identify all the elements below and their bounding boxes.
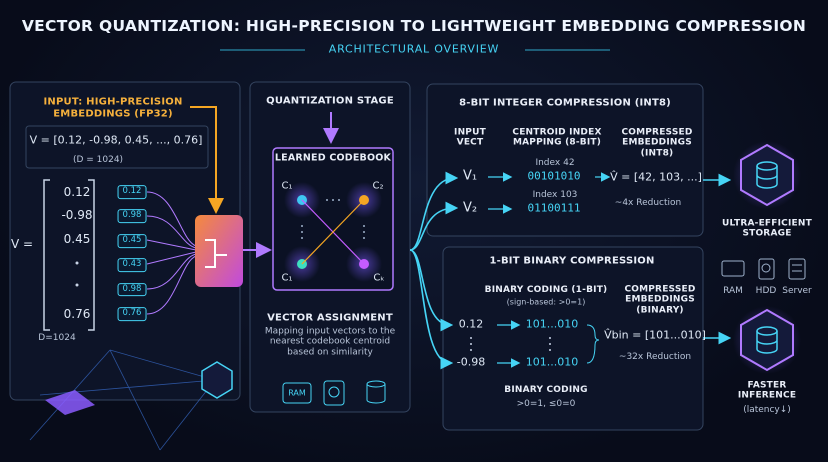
value-chip: 0.98	[117, 282, 147, 297]
int8-col: CENTROID INDEX MAPPING (8-BIT)	[512, 127, 602, 148]
centroid-label: C₂	[372, 180, 384, 192]
binary-reduction: ~32x Reduction	[618, 351, 692, 362]
value-chip: 0.45	[117, 233, 147, 248]
value-chip: 0.12	[117, 185, 147, 199]
vector-value: 0.12	[63, 185, 91, 200]
input-dimension: (D = 1024)	[72, 154, 124, 165]
int8-index: Index 103	[532, 189, 578, 200]
binary-result: V̂bin = [101...010]	[604, 328, 706, 342]
binary-footer-title: BINARY CODING	[504, 384, 588, 395]
binary-input: 0.12	[458, 317, 484, 331]
int8-col: COMPRESSED EMBEDDINGS (INT8)	[621, 127, 693, 159]
int8-input: V₁	[462, 168, 478, 184]
assignment-title: VECTOR ASSIGNMENT	[267, 312, 393, 324]
input-formula: V = [0.12, -0.98, 0.45, ..., 0.76]	[29, 133, 203, 147]
int8-index: Index 42	[535, 157, 575, 168]
int8-title: 8-BIT INTEGER COMPRESSION (INT8)	[459, 97, 671, 109]
binary-code: 101...010	[525, 355, 579, 369]
int8-input: V₂	[462, 200, 478, 216]
binary-title: 1-BIT BINARY COMPRESSION	[489, 255, 655, 267]
int8-reduction: ~4x Reduction	[614, 197, 682, 208]
device-label: HDD	[755, 285, 777, 296]
latency-label: (latency↓)	[743, 404, 791, 415]
vector-value: 0.76	[63, 307, 91, 322]
binary-output-title: COMPRESSED EMBEDDINGS (BINARY)	[624, 284, 696, 316]
ram-icon-label: RAM	[288, 388, 306, 398]
vector-value: -0.98	[61, 208, 93, 223]
int8-col: INPUT VECT	[454, 127, 486, 148]
device-label: RAM	[723, 285, 743, 296]
quant-title: QUANTIZATION STAGE	[266, 95, 394, 107]
title: VECTOR QUANTIZATION: HIGH-PRECISION TO L…	[21, 17, 807, 36]
binary-coding-rule: (sign-based: >0=1)	[506, 297, 586, 307]
value-chip: 0.43	[117, 258, 147, 273]
device-label: Server	[782, 285, 812, 296]
value-chip: 0.98	[117, 209, 147, 224]
binary-coding-title: BINARY CODING (1-BIT)	[484, 284, 608, 295]
input-title: INPUT: HIGH-PRECISION EMBEDDINGS (FP32)	[43, 96, 183, 120]
binary-input: -0.98	[456, 355, 486, 369]
binary-code: 101...010	[525, 317, 579, 331]
int8-result: V̂ = [42, 103, ...]	[610, 170, 702, 184]
binary-footer-rule: >0=1, ≤0=0	[516, 398, 576, 409]
centroid-label: C₁	[281, 272, 293, 284]
vector-label: V =	[10, 237, 34, 252]
subtitle: ARCHITECTURAL OVERVIEW	[328, 42, 500, 56]
inference-label: FASTER INFERENCE	[737, 380, 797, 401]
centroid-label: Cₖ	[373, 272, 385, 284]
int8-code: 01100111	[527, 201, 581, 215]
codebook-title: LEARNED CODEBOOK	[274, 152, 392, 164]
vector-value: 0.45	[63, 232, 91, 247]
assignment-text: Mapping input vectors to the nearest cod…	[264, 326, 396, 358]
value-chip: 0.76	[117, 307, 147, 321]
int8-code: 00101010	[527, 169, 581, 183]
centroid-label: C₁	[281, 180, 293, 192]
input-footer: D=1024	[38, 332, 76, 343]
storage-label: ULTRA-EFFICIENT STORAGE	[722, 218, 812, 239]
